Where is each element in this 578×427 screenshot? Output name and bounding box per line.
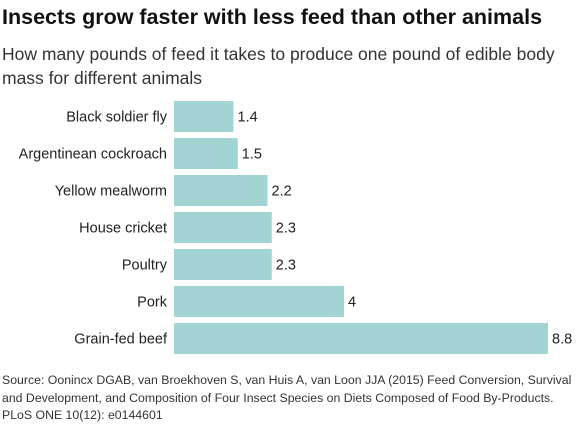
value-label: 8.8 <box>552 332 572 348</box>
value-label: 2.2 <box>272 184 292 200</box>
bars-layer: Black soldier fly 1.4 Argentinean cockroac… <box>19 101 572 354</box>
category-label: Poultry <box>122 258 168 274</box>
category-label: Argentinean cockroach <box>19 147 167 163</box>
category-label: Pork <box>137 295 168 311</box>
category-label: Black soldier fly <box>66 110 167 126</box>
value-label: 1.4 <box>238 110 258 126</box>
bar <box>174 212 272 243</box>
chart-subtitle: How many pounds of feed it takes to prod… <box>2 44 555 88</box>
bar <box>174 323 548 354</box>
bar <box>174 138 238 169</box>
bar <box>174 249 272 280</box>
category-label: Yellow mealworm <box>55 184 167 200</box>
value-label: 4 <box>348 295 356 311</box>
value-label: 2.3 <box>276 258 296 274</box>
category-label: House cricket <box>79 221 167 237</box>
bar <box>174 175 268 206</box>
source-note: Source: Oonincx DGAB, van Broekhoven S, … <box>2 373 572 422</box>
value-label: 2.3 <box>276 221 296 237</box>
chart-title: Insects grow faster with less feed than … <box>2 5 543 29</box>
bar-chart: Black soldier fly 1.4 Argentinean cockroac… <box>19 101 572 354</box>
bar <box>174 101 234 132</box>
value-label: 1.5 <box>242 147 262 163</box>
category-label: Grain-fed beef <box>74 332 168 348</box>
bar <box>174 286 344 317</box>
